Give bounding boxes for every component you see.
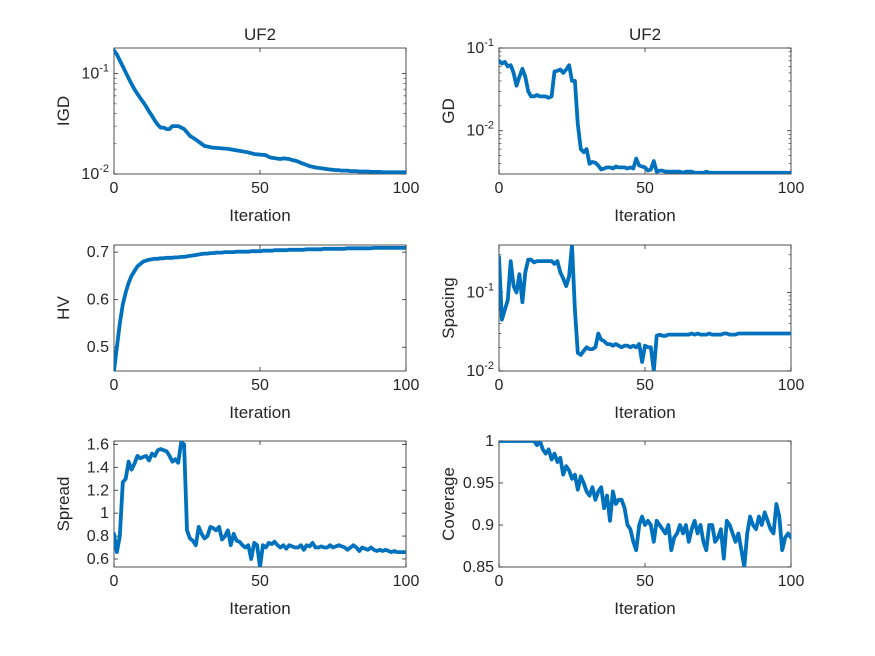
y-tick-label: 10-1 <box>466 281 494 301</box>
panel-gd: 0 50 100 10-2 10-1 Iteration GD UF2 <box>439 25 804 225</box>
x-tick-label: 50 <box>636 180 654 197</box>
x-tick-label: 100 <box>393 573 420 590</box>
x-tick-label: 100 <box>778 180 805 197</box>
series-line-gd <box>499 58 791 174</box>
panel-hv: 0 50 100 0.5 0.6 0.7 Iteration HV <box>54 244 419 422</box>
x-tick-label: 50 <box>251 573 269 590</box>
y-tick-label: 0.85 <box>463 559 494 576</box>
y-tick-label: 10-2 <box>81 163 109 183</box>
panel-spacing: 0 50 100 10-2 10-1 Iteration Spacing <box>439 244 805 422</box>
axes-box <box>113 244 407 372</box>
x-tick-label: 0 <box>110 573 119 590</box>
y-tick-label: 1.4 <box>87 459 109 476</box>
x-tick-label: 0 <box>495 180 504 197</box>
x-axis-label: Iteration <box>229 599 290 618</box>
y-tick-label: 0.8 <box>87 528 109 545</box>
y-axis-label: Spread <box>54 477 73 532</box>
chart-title: UF2 <box>629 25 661 44</box>
x-axis-label: Iteration <box>614 206 675 225</box>
x-tick-label: 0 <box>110 180 119 197</box>
x-tick-label: 100 <box>393 377 420 394</box>
x-tick-label: 50 <box>251 180 269 197</box>
x-tick-label: 50 <box>636 573 654 590</box>
y-tick-label: 10-1 <box>466 37 494 57</box>
x-axis-label: Iteration <box>229 403 290 422</box>
y-tick-label: 0.5 <box>87 339 109 356</box>
y-tick-label: 10-1 <box>81 63 109 83</box>
y-axis-label: GD <box>439 98 458 124</box>
series-line-spacing <box>499 245 791 371</box>
y-tick-label: 1 <box>100 505 109 522</box>
x-axis-label: Iteration <box>614 599 675 618</box>
y-axis-label: HV <box>54 296 73 320</box>
x-tick-label: 100 <box>778 573 805 590</box>
x-tick-label: 0 <box>495 573 504 590</box>
y-tick-label: 0.9 <box>472 517 494 534</box>
panel-spread: 0 50 100 0.6 0.8 1 1.2 1.4 1.6 Iteration Spread <box>54 436 419 618</box>
y-tick-label: 1.6 <box>87 436 109 453</box>
x-tick-label: 50 <box>251 377 269 394</box>
chart-title: UF2 <box>244 25 276 44</box>
x-tick-label: 50 <box>636 377 654 394</box>
series-line-coverage <box>499 441 791 567</box>
panel-igd: 0 50 100 10-2 10-1 Iteration IGD UF2 <box>54 25 419 225</box>
y-axis-label: Coverage <box>439 467 458 541</box>
y-tick-label: 1 <box>485 433 494 450</box>
x-tick-label: 0 <box>110 377 119 394</box>
axes-box <box>498 47 792 175</box>
y-tick-label: 10-2 <box>466 120 494 140</box>
y-tick-label: 0.6 <box>87 292 109 309</box>
series-line-hv <box>114 245 406 371</box>
y-tick-label: 0.7 <box>87 244 109 261</box>
y-tick-label: 1.2 <box>87 482 109 499</box>
y-tick-label: 0.95 <box>463 475 494 492</box>
series-line-igd <box>114 48 406 174</box>
series-line-spread <box>114 441 406 567</box>
x-tick-label: 0 <box>495 377 504 394</box>
y-axis-label: IGD <box>54 96 73 126</box>
x-axis-label: Iteration <box>614 403 675 422</box>
y-tick-label: 10-2 <box>466 360 494 380</box>
x-tick-label: 100 <box>393 180 420 197</box>
x-tick-label: 100 <box>778 377 805 394</box>
y-axis-label: Spacing <box>439 277 458 338</box>
x-axis-label: Iteration <box>229 206 290 225</box>
y-tick-label: 0.6 <box>87 551 109 568</box>
panel-coverage: 0 50 100 0.85 0.9 0.95 1 Iteration Coverage <box>439 433 804 618</box>
